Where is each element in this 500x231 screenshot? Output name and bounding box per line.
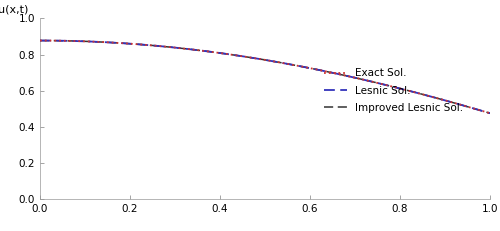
Y-axis label: u(x,t): u(x,t) (0, 5, 28, 15)
Legend: Exact Sol., Lesnic Sol., Improved Lesnic Sol.: Exact Sol., Lesnic Sol., Improved Lesnic… (324, 68, 464, 113)
